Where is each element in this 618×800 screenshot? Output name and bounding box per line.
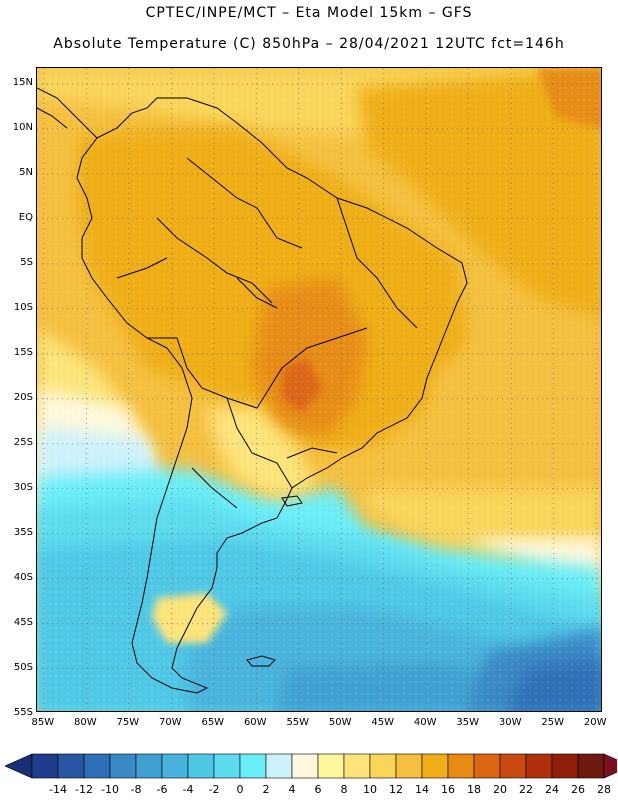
colorbar-tick-label: 16 xyxy=(441,783,455,796)
colorbar-tick-label: 20 xyxy=(493,783,507,796)
lat-label: 25S xyxy=(13,436,33,448)
colorbar-cell xyxy=(135,753,163,779)
colorbar-tick-label: 2 xyxy=(262,783,270,796)
lat-label: 15S xyxy=(13,346,33,358)
colorbar-tick-label: 26 xyxy=(571,783,585,796)
colorbar-tick-label: 24 xyxy=(545,783,559,796)
lon-label: 55W xyxy=(286,717,310,728)
lat-label: 15N xyxy=(12,77,33,88)
lon-label: 75W xyxy=(116,717,140,728)
map-subtitle: Absolute Temperature (C) 850hPa – 28/04/… xyxy=(53,36,565,52)
lat-label: 10S xyxy=(13,301,33,313)
colorbar-tick-label: -14 xyxy=(49,783,67,796)
colorbar-tick-label: -10 xyxy=(101,783,119,796)
temperature-field xyxy=(37,68,601,711)
colorbar-cell xyxy=(291,753,319,779)
colorbar-cell xyxy=(265,753,293,779)
map-field xyxy=(37,68,601,711)
colorbar-cell xyxy=(213,753,241,779)
temperature-colorbar xyxy=(5,753,617,779)
colorbar-cell xyxy=(31,753,59,779)
lon-label: 30W xyxy=(498,717,522,728)
colorbar-tick-label: 14 xyxy=(415,783,429,796)
lon-label: 50W xyxy=(328,717,352,728)
lon-label: 70W xyxy=(158,717,182,728)
lon-label: 20W xyxy=(583,717,607,728)
lon-label: 85W xyxy=(31,717,55,728)
colorbar-cell xyxy=(343,753,371,779)
colorbar-cell xyxy=(317,753,345,779)
colorbar-cell xyxy=(369,753,397,779)
colorbar-cell xyxy=(551,753,579,779)
lat-label: 55S xyxy=(13,706,33,718)
colorbar-cell xyxy=(109,753,137,779)
colorbar-tick-label: 22 xyxy=(519,783,533,796)
colorbar-cell xyxy=(57,753,85,779)
lon-label: 80W xyxy=(73,717,97,728)
colorbar-cell xyxy=(447,753,475,779)
colorbar-cell xyxy=(421,753,449,779)
lat-label: 5N xyxy=(19,166,33,178)
colorbar-cell xyxy=(577,753,605,779)
lat-label: 40S xyxy=(13,571,33,583)
colorbar-tick-label: -8 xyxy=(130,783,142,796)
lon-label: 60W xyxy=(243,717,267,728)
map-title: CPTEC/INPE/MCT – Eta Model 15km – GFS xyxy=(145,5,473,21)
colorbar-tick-label: 0 xyxy=(236,783,244,796)
colorbar-tick-label: 10 xyxy=(363,783,377,796)
lat-label: 5S xyxy=(20,256,33,268)
colorbar-cell xyxy=(525,753,553,779)
lat-label: 35S xyxy=(13,526,33,538)
lat-label: 45S xyxy=(13,616,33,628)
lat-label: 10N xyxy=(12,121,33,133)
colorbar-tick-label: -6 xyxy=(156,783,168,796)
lat-label: 20S xyxy=(13,391,33,403)
colorbar-cell xyxy=(499,753,527,779)
lon-label: 45W xyxy=(371,717,395,728)
lon-label: 65W xyxy=(201,717,225,728)
colorbar-cell xyxy=(395,753,423,779)
lat-label: 50S xyxy=(13,661,33,673)
colorbar-tick-label: 12 xyxy=(389,783,403,796)
lat-label: 30S xyxy=(13,481,33,493)
temperature-map xyxy=(36,67,602,712)
colorbar-cell xyxy=(83,753,111,779)
colorbar-cell xyxy=(161,753,189,779)
colorbar-tick-label: 8 xyxy=(340,783,348,796)
colorbar-cell xyxy=(187,753,215,779)
colorbar-tick-label: 6 xyxy=(314,783,322,796)
colorbar-tick-label: 18 xyxy=(467,783,481,796)
colorbar-tick-label: -4 xyxy=(182,783,194,796)
colorbar-tick-label: 4 xyxy=(288,783,296,796)
lat-label: EQ xyxy=(18,211,33,223)
lon-label: 35W xyxy=(456,717,480,728)
colorbar-under-arrow xyxy=(5,753,33,779)
colorbar-tick-label: 28 xyxy=(597,783,611,796)
coastlines xyxy=(37,87,468,694)
colorbar-tick-label: -2 xyxy=(208,783,220,796)
colorbar-cell xyxy=(473,753,501,779)
colorbar-tick-label: -12 xyxy=(75,783,93,796)
colorbar-cell xyxy=(239,753,267,779)
lon-label: 40W xyxy=(413,717,437,728)
lon-label: 25W xyxy=(541,717,565,728)
colorbar-over-arrow xyxy=(603,753,617,779)
